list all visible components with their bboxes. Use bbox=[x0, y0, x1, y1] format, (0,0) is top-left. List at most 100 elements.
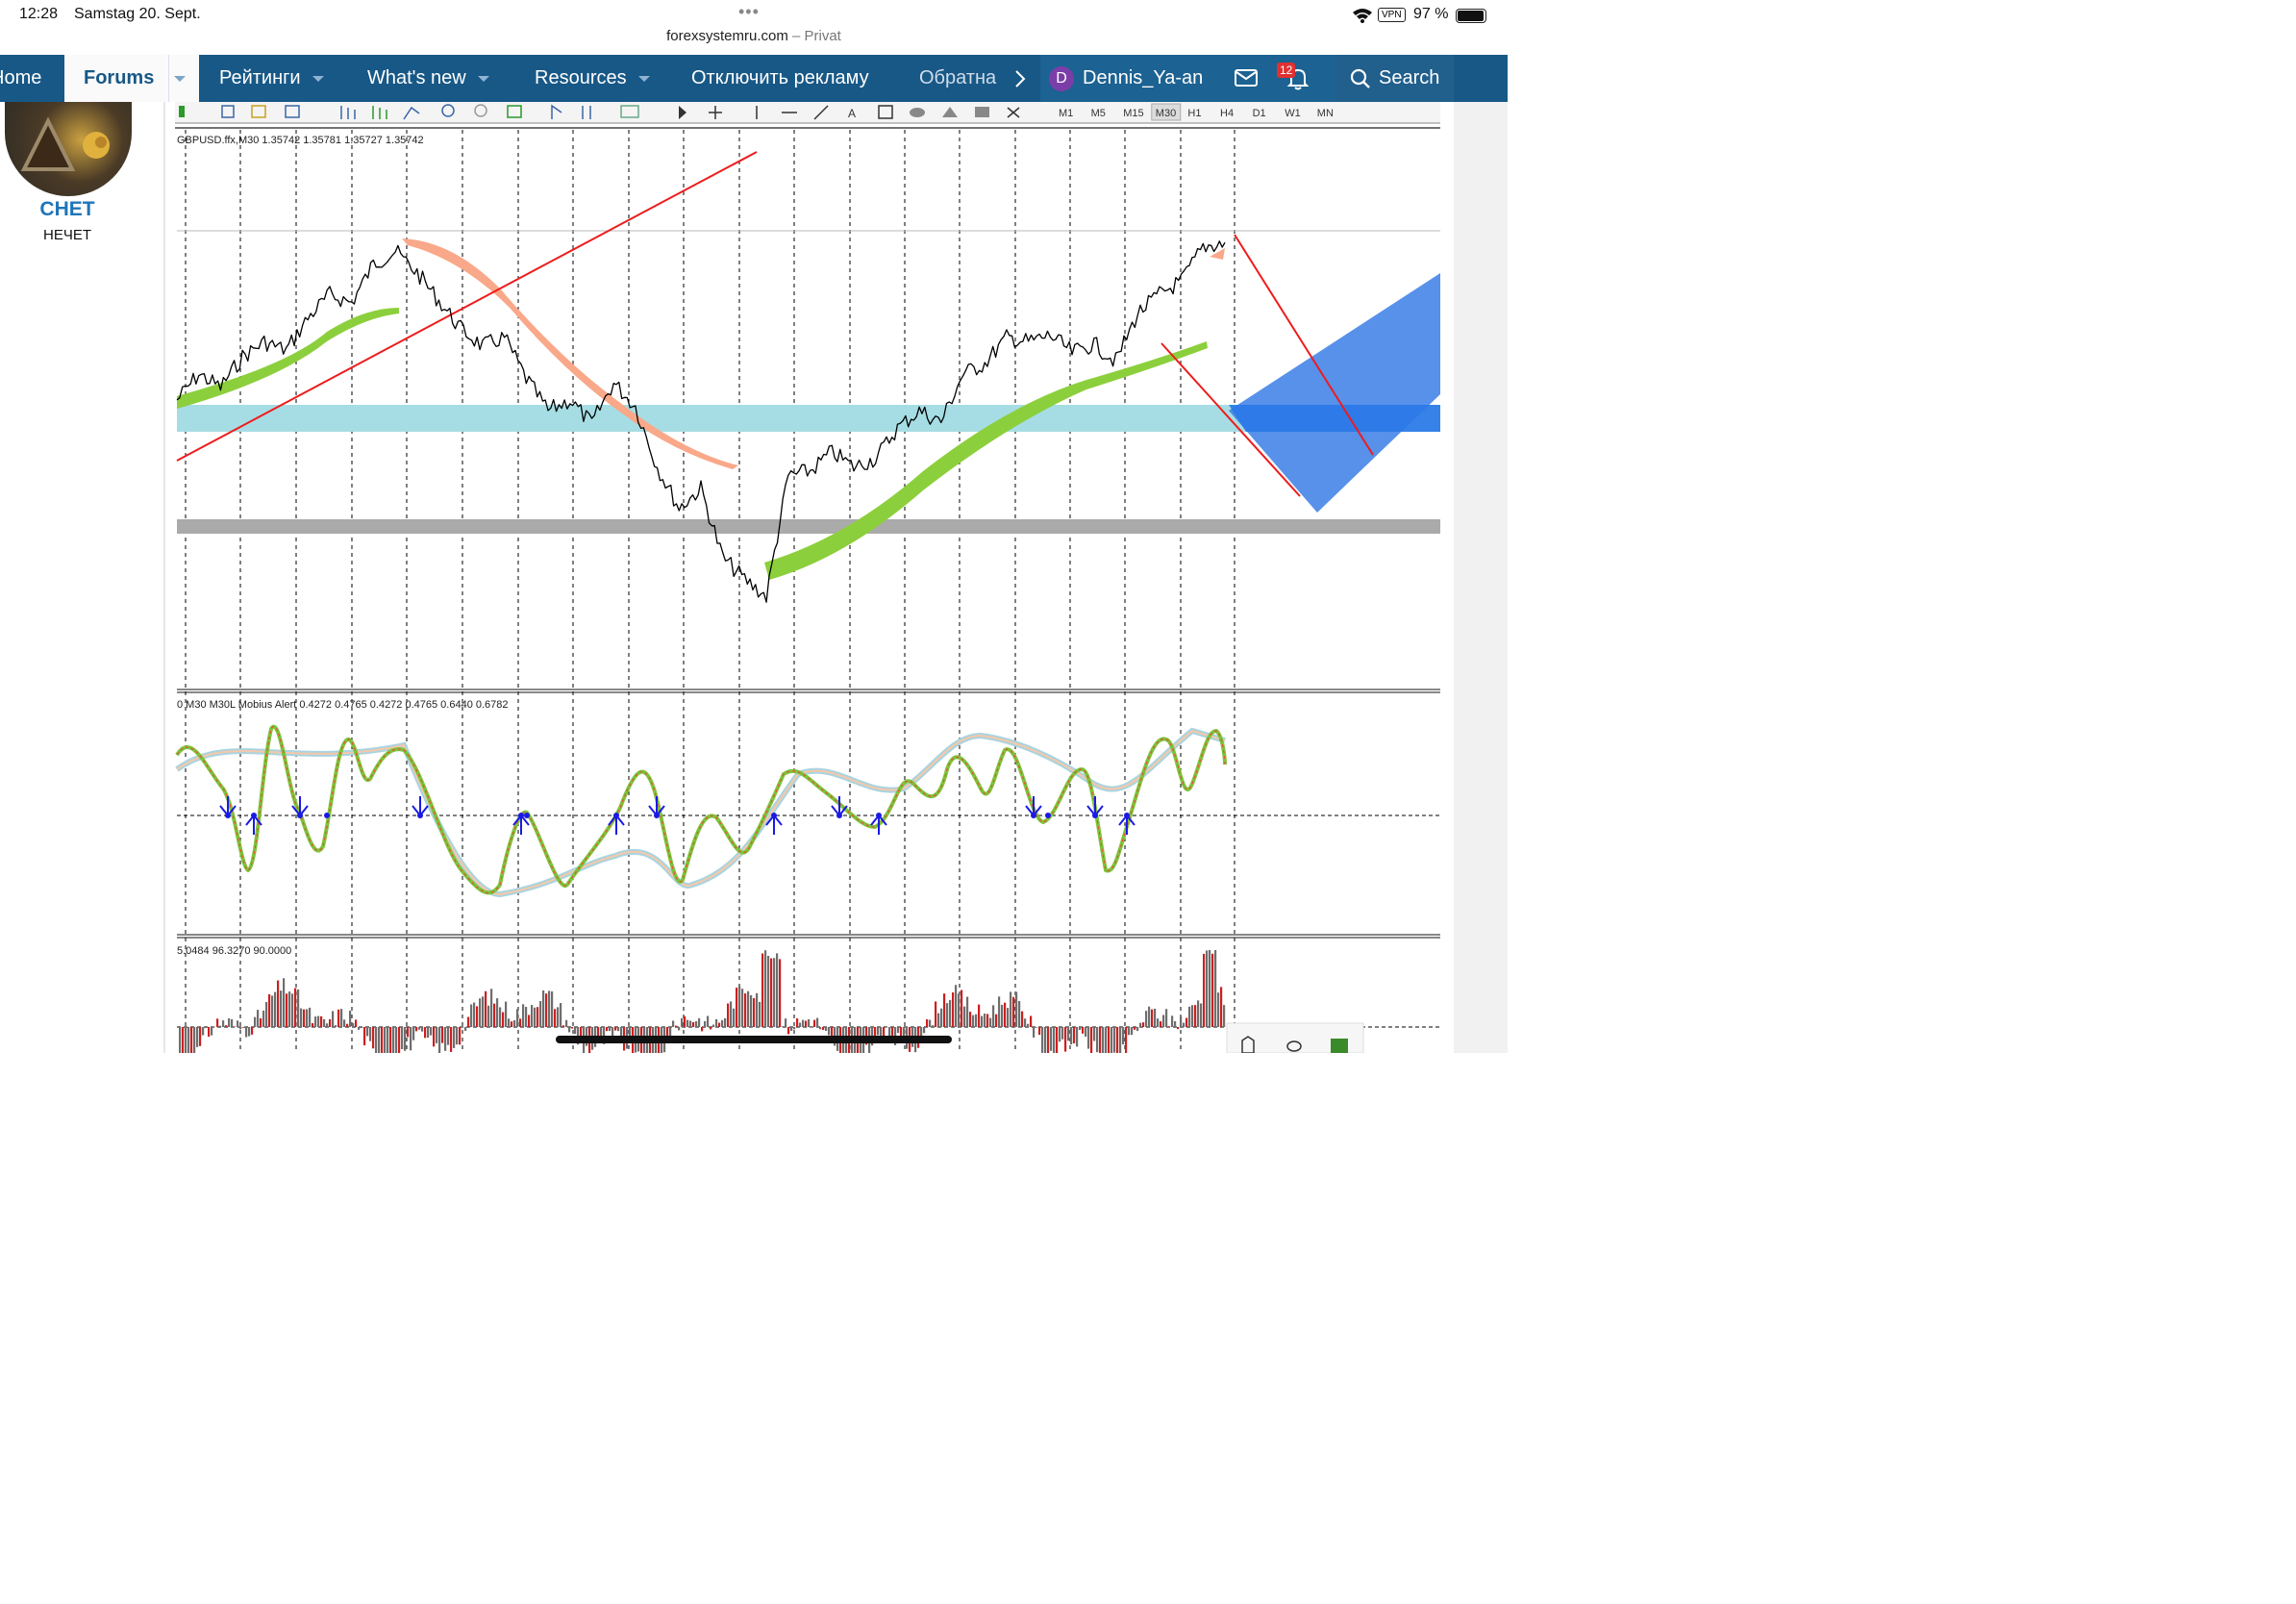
histogram-info: 5.0484 96.3270 90.0000 bbox=[177, 945, 291, 957]
timeframe-m15[interactable]: M15 bbox=[1123, 108, 1143, 119]
histogram-bar bbox=[202, 1027, 205, 1036]
histogram-bar bbox=[1168, 1026, 1171, 1027]
histogram-bar bbox=[260, 1017, 262, 1027]
histogram-bar bbox=[265, 1002, 268, 1027]
histogram-bar bbox=[975, 1014, 978, 1027]
histogram-bar bbox=[467, 1016, 470, 1027]
histogram-bar bbox=[1076, 1027, 1079, 1047]
histogram-bar bbox=[620, 1027, 623, 1039]
histogram-bar bbox=[629, 1027, 632, 1041]
timeframe-w1[interactable]: W1 bbox=[1285, 108, 1301, 119]
search-label[interactable]: Search bbox=[1379, 67, 1440, 88]
histogram-bar bbox=[1036, 1027, 1038, 1028]
timeframe-m30[interactable]: M30 bbox=[1156, 108, 1176, 119]
histogram-bar bbox=[712, 1024, 715, 1027]
timeframe-h1[interactable]: H1 bbox=[1187, 108, 1201, 119]
chevron-down-icon[interactable] bbox=[477, 75, 489, 82]
chevron-down-icon[interactable] bbox=[637, 75, 650, 82]
histogram-bar bbox=[1113, 1027, 1116, 1053]
cloud-icon[interactable] bbox=[1286, 1040, 1302, 1052]
symbol-info: GBPUSD.ffx,M30 1.35742 1.35781 1.35727 1… bbox=[177, 135, 424, 146]
histogram-bar bbox=[294, 988, 297, 1027]
histogram-bar bbox=[456, 1027, 459, 1045]
histogram-bar bbox=[542, 990, 545, 1027]
nav-ratings[interactable]: Рейтинги bbox=[219, 55, 324, 102]
timeframe-m1[interactable]: M1 bbox=[1059, 108, 1073, 119]
histogram-bar bbox=[551, 990, 554, 1027]
nav-home[interactable]: Home bbox=[0, 55, 41, 102]
histogram-bar bbox=[459, 1027, 462, 1045]
trend-line-down-2[interactable] bbox=[1160, 342, 1301, 497]
trend-line-up[interactable] bbox=[176, 151, 758, 462]
timeframe-mn[interactable]: MN bbox=[1317, 108, 1334, 119]
nav-username[interactable]: Dennis_Ya-an bbox=[1083, 67, 1204, 88]
trend-line-down-1[interactable] bbox=[1234, 234, 1374, 456]
histogram-bar bbox=[438, 1027, 441, 1053]
histogram-bar bbox=[216, 1018, 219, 1027]
nav-disable-ads[interactable]: Отключить рекламу bbox=[691, 55, 869, 102]
histogram-bar bbox=[799, 1022, 802, 1027]
histogram-bar bbox=[196, 1027, 199, 1047]
more-dots-icon[interactable]: ••• bbox=[738, 2, 760, 21]
nav-resources-label: Resources bbox=[535, 67, 627, 88]
histogram-bar bbox=[1131, 1027, 1134, 1036]
nav-whats-new[interactable]: What's new bbox=[367, 55, 489, 102]
nav-feedback[interactable]: Обратна bbox=[919, 55, 1002, 102]
histogram-bar bbox=[929, 1019, 932, 1027]
histogram-bar bbox=[897, 1027, 900, 1034]
buy-arrow-icon bbox=[512, 813, 530, 835]
histogram-bar bbox=[516, 1009, 519, 1027]
support-zone-gray[interactable] bbox=[177, 519, 1440, 534]
histogram-bar bbox=[686, 1019, 689, 1027]
histogram-bar bbox=[1180, 1016, 1183, 1027]
histogram-bar bbox=[802, 1019, 805, 1027]
svg-text:A: A bbox=[848, 107, 856, 120]
histogram-bar bbox=[473, 1002, 476, 1027]
histogram-bar bbox=[900, 1027, 903, 1040]
ma-band-orange-2 bbox=[1210, 248, 1225, 260]
trading-chart[interactable]: A M1 M5 M15 M30 H1 H4 D1 W1 MN GBPUSD.ffx,M30 1.… bbox=[163, 102, 1454, 1053]
avatar-photo bbox=[20, 116, 110, 171]
histogram-bar bbox=[986, 1014, 989, 1027]
search-icon[interactable] bbox=[1350, 68, 1371, 89]
private-label: – Privat bbox=[792, 28, 841, 44]
histogram-bar bbox=[496, 998, 499, 1027]
histogram-bar bbox=[375, 1027, 378, 1053]
histogram-bar bbox=[525, 1007, 528, 1027]
address-bar[interactable]: forexsystemru.com – Privat bbox=[0, 28, 1508, 44]
histogram-bar bbox=[1059, 1027, 1061, 1042]
histogram-bar bbox=[297, 989, 300, 1027]
histogram-bar bbox=[187, 1027, 190, 1053]
toolbar-tool-icons[interactable]: A bbox=[179, 104, 1020, 120]
mail-icon[interactable] bbox=[1235, 69, 1258, 87]
nav-resources[interactable]: Resources bbox=[535, 55, 650, 102]
floating-tray[interactable] bbox=[1226, 1022, 1364, 1053]
timeframe-d1[interactable]: D1 bbox=[1253, 108, 1266, 119]
search-button[interactable] bbox=[1336, 55, 1454, 102]
chevron-down-icon[interactable] bbox=[174, 76, 186, 82]
chevron-down-icon[interactable] bbox=[312, 75, 324, 82]
nav-forums[interactable]: Forums bbox=[64, 55, 199, 102]
post-username[interactable]: CHET bbox=[39, 198, 95, 220]
timeframe-m5[interactable]: M5 bbox=[1091, 108, 1106, 119]
histogram-bar bbox=[738, 986, 741, 1027]
gpu-icon[interactable] bbox=[1331, 1039, 1348, 1053]
histogram-bar bbox=[678, 1027, 681, 1031]
histogram-bar bbox=[692, 1021, 695, 1027]
histogram-bar bbox=[1044, 1027, 1047, 1053]
histogram-bar bbox=[268, 993, 271, 1027]
timeframe-buttons[interactable]: M1 M5 M15 M30 H1 H4 D1 W1 MN bbox=[1059, 103, 1334, 121]
chevron-right-icon[interactable] bbox=[1013, 70, 1027, 88]
shield-icon[interactable] bbox=[1241, 1036, 1255, 1053]
histogram-bar bbox=[534, 1007, 537, 1027]
clock: 12:28 bbox=[19, 6, 59, 22]
histogram-bar bbox=[1030, 1015, 1033, 1027]
signal-dot bbox=[324, 813, 330, 818]
histogram-bar bbox=[1185, 1017, 1188, 1027]
timeframe-h4[interactable]: H4 bbox=[1220, 108, 1234, 119]
histogram-bar bbox=[444, 1027, 447, 1051]
user-avatar[interactable]: D bbox=[1049, 66, 1074, 91]
histogram-bar bbox=[995, 1014, 998, 1027]
histogram-bar bbox=[1018, 1000, 1021, 1027]
histogram-bar bbox=[1096, 1027, 1099, 1053]
